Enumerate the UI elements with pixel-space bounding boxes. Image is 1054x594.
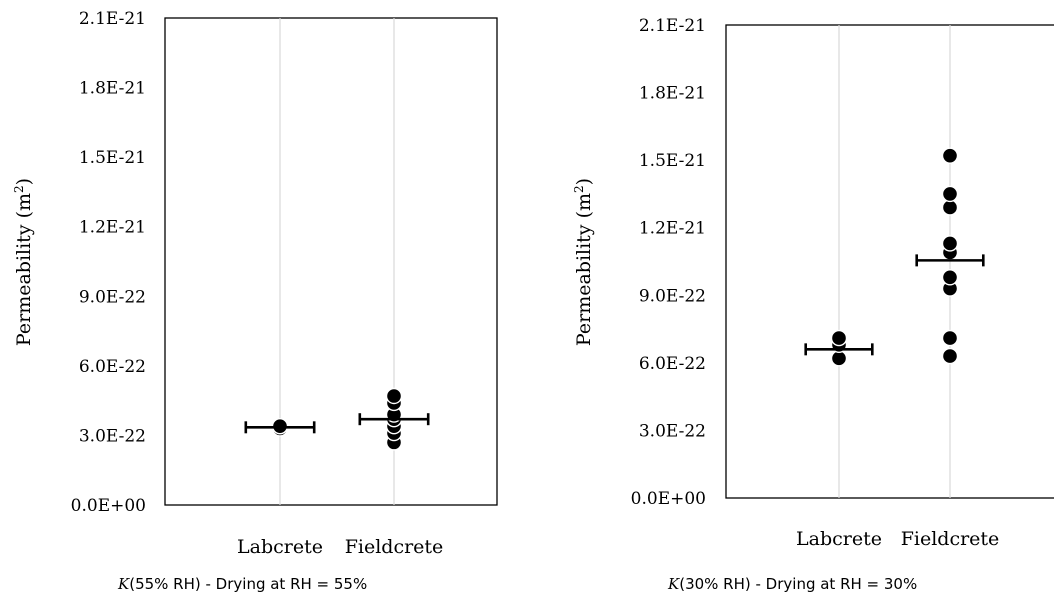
y-tick-label: 3.0E-22 — [79, 426, 146, 446]
y-tick-label: 1.2E-21 — [79, 218, 146, 238]
y-tick-label: 0.0E+00 — [631, 489, 706, 509]
y-axis-ticks: 0.0E+00 3.0E-22 6.0E-22 9.0E-22 1.2E-21 1.5E-… — [631, 16, 706, 509]
y-tick-label: 0.0E+00 — [71, 496, 146, 516]
data-point — [830, 350, 848, 367]
x-category-label: Labcrete — [237, 536, 323, 558]
data-point — [830, 329, 848, 347]
mean-bar — [915, 254, 985, 267]
y-tick-label: 1.2E-21 — [639, 219, 706, 239]
data-points — [830, 147, 959, 367]
y-tick-label: 1.8E-21 — [79, 79, 146, 99]
y-tick-label: 1.8E-21 — [639, 84, 706, 104]
chart-panel-30rh: 0.0E+00 3.0E-22 6.0E-22 9.0E-22 1.2E-21 1.5E-… — [572, 16, 1054, 593]
y-tick-label: 3.0E-22 — [639, 421, 706, 441]
data-point — [941, 347, 959, 365]
x-category-label: Fieldcrete — [345, 536, 444, 558]
y-tick-label: 1.5E-21 — [639, 151, 706, 171]
y-axis-ticks: 0.0E+00 3.0E-22 6.0E-22 9.0E-22 1.2E-21 1.5E-… — [71, 9, 146, 516]
mean-bar — [358, 413, 430, 426]
x-axis-categories: Labcrete Fieldcrete — [237, 536, 443, 558]
y-tick-label: 1.5E-21 — [79, 148, 146, 168]
data-point — [941, 329, 959, 347]
data-point — [941, 185, 959, 203]
chart-caption: K(30% RH) - Drying at RH = 30% — [667, 575, 917, 593]
y-tick-label: 6.0E-22 — [639, 354, 706, 374]
mean-bar — [804, 343, 874, 356]
y-axis-title: Permeability (m2) — [572, 178, 595, 346]
y-tick-label: 9.0E-22 — [639, 286, 706, 306]
plot-area-frame — [725, 24, 1054, 499]
y-tick-label: 6.0E-22 — [79, 357, 146, 377]
data-point — [941, 235, 959, 252]
y-tick-label: 2.1E-21 — [79, 9, 146, 29]
chart-panel-55rh: 0.0E+00 3.0E-22 6.0E-22 9.0E-22 1.2E-21 1.5E-… — [12, 9, 498, 593]
chart-caption: K(55% RH) - Drying at RH = 55% — [117, 575, 367, 593]
y-tick-label: 2.1E-21 — [639, 16, 706, 36]
mean-bars — [244, 413, 430, 434]
x-category-label: Labcrete — [796, 528, 882, 550]
mean-bars — [804, 254, 985, 356]
grid-lines — [279, 18, 395, 505]
plot-area-frame — [164, 17, 498, 506]
data-point — [941, 147, 959, 164]
x-category-label: Fieldcrete — [901, 528, 1000, 550]
data-point — [941, 269, 959, 286]
data-point — [941, 199, 959, 216]
y-axis-title: Permeability (m2) — [12, 178, 35, 346]
x-axis-categories: Labcrete Fieldcrete — [796, 528, 999, 550]
mean-bar — [244, 421, 316, 434]
data-point — [385, 387, 403, 405]
y-tick-label: 9.0E-22 — [79, 287, 146, 307]
